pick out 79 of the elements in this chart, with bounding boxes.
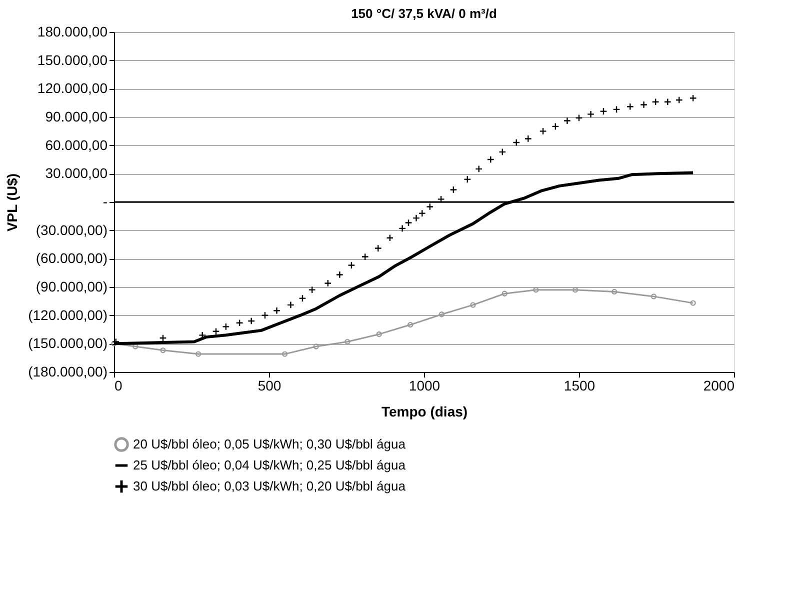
point bbox=[282, 351, 288, 357]
y-tick-label: 30.000,00 bbox=[45, 165, 108, 182]
point bbox=[650, 294, 657, 300]
point bbox=[398, 224, 406, 232]
point bbox=[222, 322, 230, 330]
chart-title: 150 °C/ 37,5 kVA/ 0 m³/d bbox=[351, 6, 497, 21]
point bbox=[612, 288, 618, 295]
y-tick-label: 60.000,00 bbox=[45, 136, 108, 153]
point bbox=[552, 122, 560, 130]
point bbox=[313, 344, 319, 350]
point bbox=[408, 322, 414, 328]
point bbox=[412, 214, 420, 222]
x-tick-label: 1500 bbox=[564, 378, 596, 394]
y-tick-label: (120.000,00) bbox=[28, 306, 108, 323]
point bbox=[272, 306, 281, 314]
point bbox=[236, 319, 244, 327]
point bbox=[626, 102, 634, 110]
point bbox=[563, 117, 571, 125]
point bbox=[438, 312, 445, 318]
point bbox=[248, 317, 256, 325]
point bbox=[470, 302, 476, 308]
point bbox=[575, 114, 583, 122]
point bbox=[286, 301, 294, 309]
point bbox=[464, 176, 472, 184]
point bbox=[348, 262, 356, 270]
point bbox=[418, 210, 426, 218]
point bbox=[298, 294, 306, 302]
point bbox=[450, 186, 458, 194]
point bbox=[533, 287, 539, 293]
y-tick-label: 180.000,00 bbox=[37, 24, 108, 40]
point bbox=[675, 96, 683, 104]
point bbox=[195, 351, 202, 357]
point bbox=[308, 286, 316, 294]
point bbox=[486, 156, 494, 164]
point bbox=[386, 234, 394, 242]
point bbox=[498, 148, 506, 156]
point bbox=[587, 110, 595, 118]
point bbox=[475, 165, 483, 173]
y-tick-label: 120.000,00 bbox=[37, 80, 108, 96]
point bbox=[539, 127, 547, 135]
point bbox=[324, 279, 332, 287]
legend-label: 20 U$/bbl óleo; 0,05 U$/kWh; 0,30 U$/bbl água bbox=[133, 436, 406, 452]
point bbox=[524, 134, 532, 142]
point bbox=[374, 244, 382, 252]
y-tick-label: (90.000,00) bbox=[36, 278, 108, 294]
y-tick-label: (180.000,00) bbox=[28, 364, 108, 380]
point bbox=[361, 253, 369, 261]
y-tick-label: (30.000,00) bbox=[36, 222, 108, 238]
point bbox=[502, 290, 508, 296]
x-tick-label: 1000 bbox=[408, 378, 440, 394]
point bbox=[572, 287, 578, 293]
point bbox=[344, 338, 350, 345]
point bbox=[689, 94, 697, 102]
point bbox=[640, 100, 648, 108]
y-tick-label: (150.000,00) bbox=[28, 335, 108, 352]
point bbox=[426, 202, 434, 210]
point bbox=[612, 106, 620, 114]
legend-label: 30 U$/bbl óleo; 0,03 U$/kWh; 0,20 U$/bbl água bbox=[133, 478, 406, 494]
point bbox=[159, 334, 167, 342]
y-tick-label: 150.000,00 bbox=[37, 52, 108, 68]
point bbox=[664, 98, 672, 106]
y-axis-title: VPL (U$) bbox=[4, 173, 20, 232]
point bbox=[512, 138, 520, 146]
point bbox=[212, 328, 220, 336]
x-tick-label: 2000 bbox=[703, 378, 735, 394]
x-tick-label: 0 bbox=[114, 378, 122, 394]
point bbox=[376, 331, 382, 338]
x-tick-label: 500 bbox=[258, 378, 282, 394]
point bbox=[261, 312, 269, 320]
point bbox=[336, 270, 344, 278]
point bbox=[404, 219, 412, 227]
point bbox=[160, 347, 166, 354]
y-tick-label: 90.000,00 bbox=[45, 108, 108, 124]
x-axis-title: Tempo (dias) bbox=[381, 404, 468, 420]
y-tick-label: (60.000,00) bbox=[36, 250, 108, 266]
legend-label: 25 U$/bbl óleo; 0,04 U$/kWh; 0,25 U$/bbl água bbox=[133, 458, 406, 472]
point bbox=[600, 108, 608, 116]
point bbox=[652, 98, 660, 106]
y-tick-label: - bbox=[102, 194, 108, 210]
